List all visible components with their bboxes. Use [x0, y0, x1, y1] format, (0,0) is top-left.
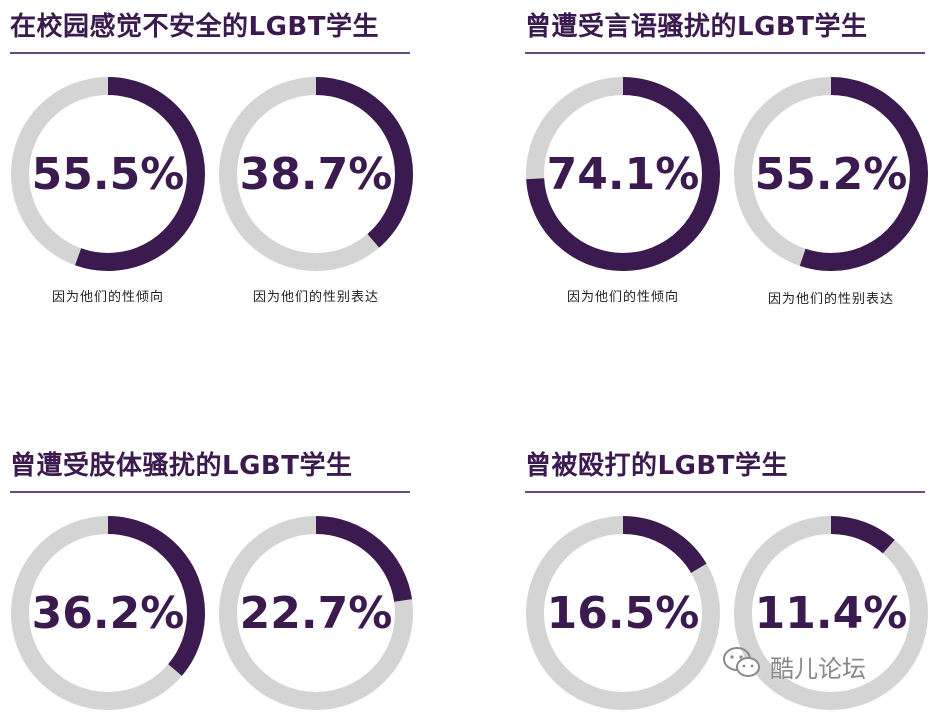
donut-chart-gender-expression: 55.2% [733, 76, 929, 272]
donut-arc [219, 516, 413, 710]
watermark: 酷儿论坛 [722, 646, 866, 686]
donut-chart-gender-expression: 11.4% [733, 515, 929, 711]
divider [10, 491, 410, 493]
divider [525, 491, 925, 493]
donut-svg [526, 516, 720, 710]
panel-physical-harassment: 曾遭受肢体骚扰的LGBT学生 36.2% 22.7% [10, 445, 413, 716]
donut-svg [526, 77, 720, 271]
donut-arc [11, 77, 205, 271]
donut-svg [219, 77, 413, 271]
donut-arc [734, 516, 928, 710]
donut-svg [734, 516, 928, 710]
donut-arc [734, 77, 928, 271]
donut-caption: 因为他们的性别表达 [767, 292, 894, 307]
panel-title: 曾被殴打的LGBT学生 [525, 451, 788, 481]
panel-verbal-harassment: 曾遭受言语骚扰的LGBT学生 74.1% 因为他们的性倾向 55.2% 因为他们… [525, 6, 928, 326]
donut-svg [219, 516, 413, 710]
donut-value-label: 22.7% [239, 587, 393, 639]
donut-value-label: 36.2% [31, 587, 185, 639]
donut-chart-sexual-orientation: 74.1% [525, 76, 721, 272]
donut-value-label: 74.1% [546, 148, 700, 200]
divider [525, 52, 925, 54]
donut-chart-sexual-orientation: 36.2% [10, 515, 206, 711]
donut-value-label: 38.7% [239, 148, 393, 200]
donut-svg [11, 516, 205, 710]
donut-value-label: 55.2% [754, 148, 908, 200]
wechat-icon [722, 646, 762, 686]
donut-svg [11, 77, 205, 271]
donut-chart-sexual-orientation: 16.5% [525, 515, 721, 711]
panel-unsafe-at-school: 在校园感觉不安全的LGBT学生 55.5% 因为他们的性倾向 38.7% 因为他… [10, 6, 413, 326]
donut-caption: 因为他们的性倾向 [566, 290, 679, 305]
donut-value-label: 55.5% [31, 148, 185, 200]
donut-arc [219, 77, 413, 271]
donut-value-label: 11.4% [754, 587, 908, 639]
divider [10, 52, 410, 54]
donut-chart-sexual-orientation: 55.5% [10, 76, 206, 272]
donut-arc [526, 77, 720, 271]
panel-title: 曾遭受肢体骚扰的LGBT学生 [10, 451, 353, 481]
donut-arc [526, 516, 720, 710]
donut-caption: 因为他们的性别表达 [252, 290, 379, 305]
donut-caption: 因为他们的性倾向 [51, 290, 164, 305]
panel-physically-assaulted: 曾被殴打的LGBT学生 16.5% 11.4% [525, 445, 928, 716]
donut-value-label: 16.5% [546, 587, 700, 639]
donut-chart-gender-expression: 38.7% [218, 76, 414, 272]
panel-title: 曾遭受言语骚扰的LGBT学生 [525, 12, 868, 42]
donut-chart-gender-expression: 22.7% [218, 515, 414, 711]
panel-title: 在校园感觉不安全的LGBT学生 [10, 12, 379, 42]
donut-arc [11, 516, 205, 710]
watermark-text: 酷儿论坛 [770, 654, 866, 683]
donut-svg [734, 77, 928, 271]
